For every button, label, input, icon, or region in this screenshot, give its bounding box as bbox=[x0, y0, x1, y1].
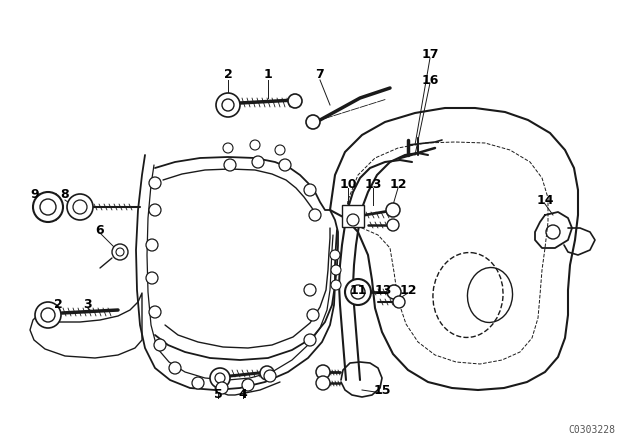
Text: 6: 6 bbox=[96, 224, 104, 237]
Text: 10: 10 bbox=[339, 178, 356, 191]
Circle shape bbox=[154, 339, 166, 351]
Circle shape bbox=[275, 145, 285, 155]
Circle shape bbox=[216, 382, 228, 394]
Circle shape bbox=[250, 140, 260, 150]
Circle shape bbox=[386, 203, 400, 217]
Text: 2: 2 bbox=[54, 298, 62, 311]
Text: 7: 7 bbox=[316, 69, 324, 82]
Text: 17: 17 bbox=[421, 48, 439, 61]
Circle shape bbox=[345, 279, 371, 305]
Circle shape bbox=[393, 296, 405, 308]
Circle shape bbox=[331, 265, 341, 275]
Circle shape bbox=[149, 306, 161, 318]
Circle shape bbox=[316, 365, 330, 379]
Circle shape bbox=[260, 366, 274, 380]
Text: 12: 12 bbox=[389, 178, 407, 191]
Text: 13: 13 bbox=[364, 178, 381, 191]
Circle shape bbox=[169, 362, 181, 374]
Circle shape bbox=[330, 250, 340, 260]
Circle shape bbox=[210, 368, 230, 388]
Text: 16: 16 bbox=[421, 73, 438, 86]
Circle shape bbox=[192, 377, 204, 389]
Circle shape bbox=[304, 284, 316, 296]
Circle shape bbox=[288, 94, 302, 108]
Text: 13: 13 bbox=[374, 284, 392, 297]
Text: 8: 8 bbox=[61, 189, 69, 202]
Circle shape bbox=[331, 280, 341, 290]
Circle shape bbox=[67, 194, 93, 220]
Circle shape bbox=[223, 143, 233, 153]
Circle shape bbox=[149, 177, 161, 189]
Circle shape bbox=[304, 184, 316, 196]
Text: 3: 3 bbox=[84, 298, 92, 311]
Circle shape bbox=[149, 204, 161, 216]
Text: 1: 1 bbox=[264, 69, 273, 82]
Circle shape bbox=[307, 309, 319, 321]
Circle shape bbox=[252, 156, 264, 168]
Circle shape bbox=[224, 159, 236, 171]
Circle shape bbox=[309, 209, 321, 221]
Circle shape bbox=[316, 376, 330, 390]
Circle shape bbox=[33, 192, 63, 222]
Text: 2: 2 bbox=[223, 69, 232, 82]
Text: 11: 11 bbox=[349, 284, 367, 297]
Text: 9: 9 bbox=[31, 189, 39, 202]
Circle shape bbox=[387, 219, 399, 231]
Text: 14: 14 bbox=[536, 194, 554, 207]
Circle shape bbox=[242, 379, 254, 391]
Text: C0303228: C0303228 bbox=[568, 425, 616, 435]
Circle shape bbox=[216, 93, 240, 117]
Circle shape bbox=[387, 285, 401, 299]
Circle shape bbox=[304, 334, 316, 346]
Circle shape bbox=[146, 239, 158, 251]
Circle shape bbox=[146, 272, 158, 284]
Bar bbox=[342, 205, 364, 227]
Text: 5: 5 bbox=[214, 388, 222, 401]
Circle shape bbox=[112, 244, 128, 260]
Circle shape bbox=[306, 115, 320, 129]
Circle shape bbox=[264, 370, 276, 382]
Circle shape bbox=[35, 302, 61, 328]
Text: 12: 12 bbox=[399, 284, 417, 297]
Circle shape bbox=[279, 159, 291, 171]
Text: 4: 4 bbox=[239, 388, 248, 401]
Text: 15: 15 bbox=[373, 383, 391, 396]
